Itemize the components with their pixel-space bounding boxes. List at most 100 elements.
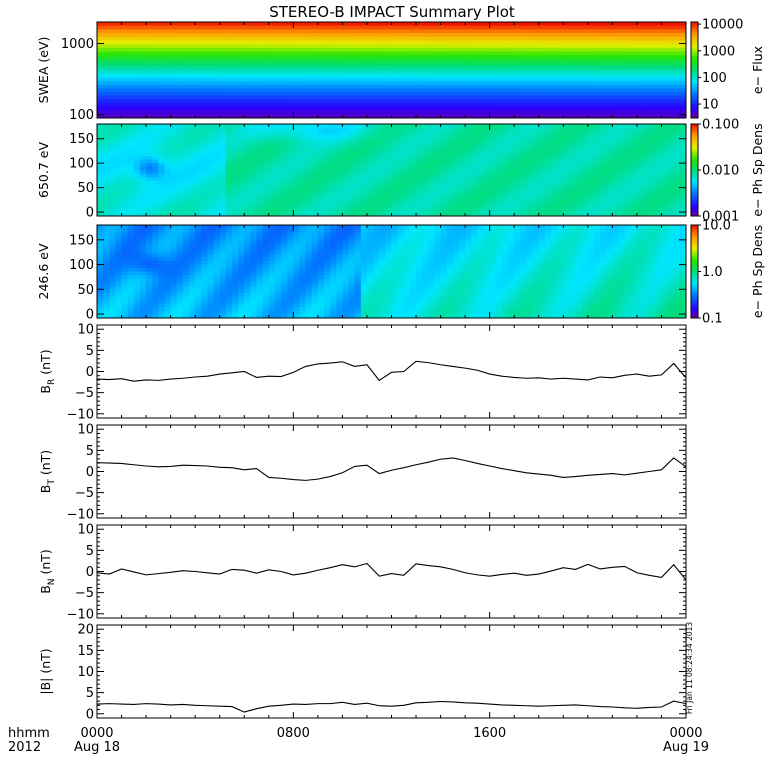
pad650-cell [600,205,607,210]
pad650-cell [164,131,172,136]
swea-cell [661,99,668,104]
swea-cell [532,47,540,52]
pad650-cell [317,187,325,192]
pad650-cell [489,155,497,160]
pad650-cell [618,201,626,206]
pad650-cell [465,166,472,171]
pad650-cell [446,173,454,178]
pad650-cell [563,177,570,182]
swea-cell [164,40,172,45]
swea-cell [409,88,417,93]
pad650-cell [287,180,294,185]
pad650-cell [170,205,178,210]
swea-cell [636,55,644,60]
swea-cell [471,44,478,49]
pad650-cell [256,152,264,157]
swea-cell [201,99,208,104]
swea-cell [403,33,411,38]
swea-cell [452,110,460,115]
swea-cell [231,25,239,30]
pad650-cell [207,170,214,174]
swea-cell [231,73,239,78]
pad650-cell [281,124,288,128]
swea-cell [231,99,239,104]
pad650-cell [593,173,601,178]
pad650-cell [397,173,405,178]
pad650-cell [520,138,527,143]
pad650-cell [440,177,448,182]
swea-cell [152,84,159,89]
pad650-cell [170,170,178,174]
pad650-cell [440,201,448,206]
swea-cell [182,73,190,78]
pad650-cell [360,166,368,171]
pad650-cell [587,205,595,210]
swea-cell [612,44,619,49]
swea-cell [643,66,650,71]
pad650-cell [630,162,638,167]
pad650-cell [551,173,558,178]
swea-cell [397,95,405,100]
pad650-cell [587,198,595,203]
swea-cell [471,25,478,30]
swea-cell [109,51,116,56]
swea-cell [538,70,546,75]
pad650-cell [281,180,288,185]
swea-cell [520,33,527,38]
pad650-cell [397,212,405,217]
pad650-cell [324,170,331,174]
pad650-cell [262,205,270,210]
pad650-cell [274,180,282,185]
pad650-cell [544,145,552,150]
pad650-cell [655,166,662,171]
swea-cell [403,51,411,56]
swea-cell [225,40,233,45]
pad650-cell [225,170,233,174]
swea-cell [636,58,644,64]
swea-cell [477,33,484,38]
pad650-cell [483,127,491,132]
swea-cell [348,40,356,45]
swea-cell [274,29,282,34]
swea-cell [440,51,448,56]
pad650-cell [587,212,595,217]
swea-cell [434,36,441,41]
swea-cell [250,40,257,45]
pad650-cell [606,212,613,217]
pad650-cell [189,134,196,139]
swea-cell [305,36,313,41]
swea-cell [483,77,491,82]
pad650-cell [416,159,423,164]
pad650-cell [655,205,662,210]
pad650-cell [127,134,135,139]
swea-cell [434,70,441,75]
swea-cell [366,40,374,45]
swea-cell [538,25,546,30]
pad650-cell [471,170,478,174]
swea-cell [97,33,104,38]
swea-cell [336,81,343,86]
pad650-cell [109,173,116,178]
pad650-cell [121,170,129,174]
swea-cell [225,106,233,112]
swea-cell [201,92,208,97]
swea-cell [477,51,484,56]
swea-cell [385,88,392,93]
pad650-cell [164,208,172,213]
swea-cell [219,33,227,38]
swea-cell [305,44,313,49]
pad650-cell [409,184,417,189]
pad650-cell [428,170,435,174]
swea-colorbar-swatch [691,74,698,78]
pad650-cell [471,177,478,182]
pad650-cell [655,131,662,136]
swea-cell [667,66,675,71]
pad650-cell [225,155,233,160]
pad650-cell [109,198,116,203]
swea-cell [409,110,417,115]
pad650-cell [238,191,245,196]
pad650-cell [575,134,583,139]
swea-cell [526,106,534,112]
swea-cell [238,51,245,56]
pad650-cell [526,198,534,203]
